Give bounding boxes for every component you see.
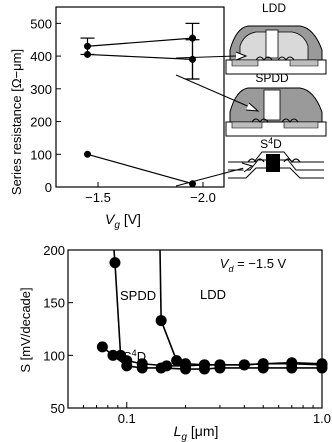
spdd-gate-electrode	[263, 89, 281, 121]
bottom-x-tick-label: 1.0	[313, 411, 331, 426]
vd-annotation: Vd = −1.5 V	[220, 256, 287, 274]
ldd-device-label: LDD	[262, 1, 286, 15]
top-y-tick-label: 100	[30, 147, 52, 162]
top-data-point	[84, 50, 91, 58]
arrow-s4d-head	[241, 162, 254, 173]
s4d-gate	[266, 154, 280, 172]
top-y-axis-label: Series resistance [Ω−μm]	[9, 49, 24, 195]
bottom-axes: 50 100 150 200 0.1 1.0	[43, 243, 331, 426]
top-data-point	[84, 150, 91, 158]
spdd-device-label: SPDD	[255, 71, 289, 85]
bottom-plot-frame	[67, 249, 323, 409]
top-y-tick-label: 400	[30, 49, 52, 64]
bottom-data-point	[257, 362, 269, 374]
top-series-line	[87, 153, 193, 185]
ldd-extension-marks	[255, 56, 295, 61]
ldd-gate-electrode	[265, 29, 279, 59]
bottom-data-point	[198, 363, 210, 375]
spdd-device: SPDD	[225, 71, 327, 137]
top-y-tick-label: 0	[45, 180, 52, 195]
bottom-data-point	[96, 341, 108, 353]
bottom-data-point	[155, 362, 167, 374]
bottom-data-point	[136, 362, 148, 374]
bottom-data-point	[155, 315, 167, 327]
top-y-tick-label: 200	[30, 115, 52, 130]
s4d-extension-marks	[247, 158, 301, 164]
device-schematics: LDD SPDD S4D	[175, 1, 327, 187]
arrow-spdd-head	[245, 102, 260, 112]
s4d-device-label: S4D	[260, 136, 282, 151]
s4d-device: S4D	[228, 136, 324, 179]
bottom-y-tick-label: 50	[51, 401, 65, 416]
top-x-tick-label: −1.5	[85, 190, 111, 205]
top-y-tick-label: 300	[30, 82, 52, 97]
spdd-extension-marks	[251, 118, 299, 123]
top-series	[80, 22, 200, 188]
bottom-series-line	[159, 249, 323, 366]
arrow-s4d	[175, 167, 245, 187]
bottom-data-point	[107, 349, 119, 361]
series-resistance-chart: 0 100 200 300 400 500 −1.5 −2.0 Series resistan…	[9, 6, 225, 231]
bottom-y-axis-label: S [mV/decade]	[18, 287, 33, 372]
bottom-y-tick-label: 150	[43, 296, 65, 311]
arrow-ldd-head	[235, 51, 248, 61]
top-axes: 0 100 200 300 400 500 −1.5 −2.0	[30, 16, 216, 205]
bottom-data-point	[109, 257, 121, 269]
bottom-data-point	[180, 363, 192, 375]
arrow-ldd	[175, 55, 237, 59]
bottom-data-point	[316, 362, 328, 374]
bottom-data-point	[286, 362, 298, 374]
bottom-series	[96, 249, 328, 375]
bottom-data-point	[171, 355, 183, 367]
bottom-y-tick-label: 100	[43, 348, 65, 363]
top-series-line	[87, 53, 193, 60]
top-x-tick-label: −2.0	[190, 190, 216, 205]
ldd-series-label: LDD	[200, 287, 226, 302]
ldd-source-drain	[231, 59, 319, 67]
bottom-x-tick-label: 0.1	[118, 411, 136, 426]
bottom-y-tick-label: 200	[43, 243, 65, 258]
top-y-tick-label: 500	[30, 16, 52, 31]
top-series-line	[87, 37, 193, 47]
bottom-x-axis-label: Lg [μm]	[174, 423, 219, 442]
top-x-axis-label: Vg [V]	[105, 211, 141, 231]
bottom-data-point	[121, 360, 133, 372]
s4d-series-label: S4D	[123, 348, 146, 364]
bottom-data-point	[214, 362, 226, 374]
spdd-series-label: SPDD	[120, 288, 156, 303]
top-plot-frame	[55, 6, 225, 188]
top-data-point	[84, 42, 91, 50]
pointer-arrows	[175, 51, 260, 187]
ldd-device: LDD	[225, 1, 327, 75]
s4d-surface	[228, 151, 324, 163]
arrow-spdd	[175, 74, 253, 109]
